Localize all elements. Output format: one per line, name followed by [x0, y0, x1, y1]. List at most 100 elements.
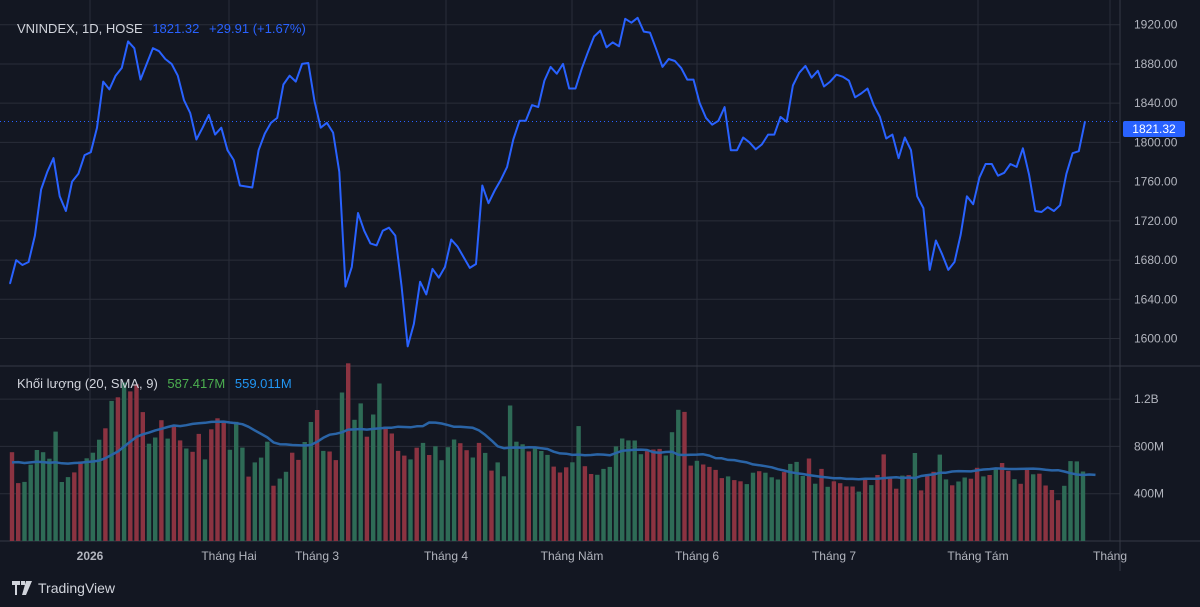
- volume-bar[interactable]: [588, 474, 594, 541]
- volume-bar[interactable]: [981, 476, 986, 541]
- price-line-series[interactable]: [9, 16, 1086, 348]
- volume-bar[interactable]: [159, 420, 164, 541]
- volume-bar[interactable]: [90, 452, 96, 541]
- volume-bar[interactable]: [489, 470, 494, 541]
- volume-bar[interactable]: [644, 451, 650, 541]
- volume-bar[interactable]: [271, 485, 276, 541]
- volume-bar[interactable]: [551, 466, 556, 541]
- volume-bar[interactable]: [713, 469, 718, 541]
- volume-bar[interactable]: [688, 465, 693, 541]
- volume-bar[interactable]: [277, 478, 282, 541]
- volume-bar[interactable]: [937, 454, 942, 541]
- volume-bar[interactable]: [53, 431, 58, 541]
- volume-bar[interactable]: [40, 452, 46, 541]
- volume-bar[interactable]: [918, 490, 924, 541]
- volume-bar[interactable]: [564, 467, 569, 541]
- volume-bar[interactable]: [738, 481, 743, 541]
- volume-bar[interactable]: [825, 486, 830, 541]
- volume-bar[interactable]: [234, 421, 239, 541]
- volume-bar[interactable]: [950, 485, 955, 541]
- volume-bar[interactable]: [657, 448, 662, 541]
- volume-bar[interactable]: [968, 478, 974, 541]
- volume-bar[interactable]: [956, 481, 961, 542]
- volume-bar[interactable]: [999, 463, 1005, 541]
- volume-bar[interactable]: [557, 472, 563, 542]
- volume-bar[interactable]: [140, 412, 145, 541]
- volume-bar[interactable]: [1074, 461, 1079, 541]
- volume-bar[interactable]: [333, 460, 338, 541]
- volume-bar[interactable]: [732, 480, 737, 541]
- volume-bar[interactable]: [987, 475, 992, 541]
- volume-bar[interactable]: [607, 466, 612, 541]
- volume-bar[interactable]: [283, 471, 289, 541]
- volume-bar[interactable]: [22, 481, 27, 541]
- volume-bar[interactable]: [906, 475, 911, 541]
- volume-bar[interactable]: [1080, 471, 1086, 542]
- volume-bar[interactable]: [377, 383, 382, 542]
- volume-bar[interactable]: [763, 472, 768, 541]
- volume-bar[interactable]: [1062, 485, 1067, 541]
- volume-bar[interactable]: [869, 485, 874, 541]
- volume-bar[interactable]: [838, 483, 843, 541]
- volume-bar[interactable]: [165, 438, 170, 541]
- volume-bar[interactable]: [109, 400, 114, 541]
- volume-bar[interactable]: [993, 468, 998, 541]
- volume-bar[interactable]: [613, 446, 619, 541]
- volume-bar[interactable]: [943, 479, 949, 541]
- volume-bar[interactable]: [887, 476, 893, 541]
- volume-bar[interactable]: [831, 481, 837, 541]
- volume-bar[interactable]: [16, 483, 21, 541]
- volume-bar[interactable]: [402, 455, 407, 541]
- volume-bar[interactable]: [433, 446, 438, 541]
- volume-bar[interactable]: [202, 459, 208, 541]
- volume-bar[interactable]: [59, 482, 64, 541]
- volume-bar[interactable]: [308, 422, 314, 541]
- volume-bar[interactable]: [153, 437, 158, 542]
- volume-bar[interactable]: [290, 452, 295, 541]
- volume-bar[interactable]: [1068, 461, 1073, 541]
- volume-bar[interactable]: [806, 458, 812, 542]
- volume-bar[interactable]: [420, 442, 426, 541]
- volume-bar[interactable]: [794, 461, 799, 541]
- volume-bar[interactable]: [221, 422, 226, 541]
- volume-bar[interactable]: [881, 454, 886, 541]
- volume-bar[interactable]: [1037, 473, 1042, 541]
- volume-bar[interactable]: [501, 476, 507, 541]
- volume-bar[interactable]: [626, 440, 631, 541]
- volume-bar[interactable]: [545, 454, 550, 541]
- volume-bar[interactable]: [252, 462, 257, 541]
- volume-bar[interactable]: [364, 436, 370, 541]
- volume-bar[interactable]: [128, 391, 133, 541]
- volume-bar[interactable]: [439, 460, 444, 541]
- volume-bar[interactable]: [800, 476, 805, 541]
- volume-bar[interactable]: [84, 458, 89, 541]
- volume-bar[interactable]: [34, 450, 40, 541]
- volume-bar[interactable]: [327, 451, 332, 542]
- price-panel[interactable]: [0, 16, 1120, 348]
- volume-bar[interactable]: [819, 468, 824, 541]
- volume-bar[interactable]: [769, 477, 774, 541]
- volume-bar[interactable]: [912, 453, 918, 541]
- volume-bar[interactable]: [28, 464, 33, 541]
- volume-bar[interactable]: [196, 433, 201, 541]
- volume-bar[interactable]: [1006, 470, 1011, 541]
- volume-bar[interactable]: [507, 405, 513, 542]
- volume-bar[interactable]: [894, 488, 899, 541]
- volume-bar[interactable]: [240, 447, 245, 541]
- volume-bar[interactable]: [246, 476, 251, 541]
- volume-bar[interactable]: [1024, 469, 1030, 542]
- volume-bar[interactable]: [775, 479, 781, 542]
- volume-bar[interactable]: [427, 455, 432, 541]
- volume-bar[interactable]: [757, 471, 762, 541]
- volume-bar[interactable]: [171, 424, 177, 541]
- volume-bar[interactable]: [974, 467, 980, 541]
- volume-bar[interactable]: [750, 472, 756, 541]
- volume-bar[interactable]: [134, 384, 139, 541]
- volume-bar[interactable]: [682, 411, 687, 541]
- volume-bar[interactable]: [97, 439, 102, 541]
- volume-bar[interactable]: [620, 438, 625, 542]
- volume-bar[interactable]: [339, 392, 345, 542]
- volume-bar[interactable]: [875, 475, 880, 541]
- volume-bar[interactable]: [707, 466, 712, 541]
- volume-bar[interactable]: [931, 471, 936, 541]
